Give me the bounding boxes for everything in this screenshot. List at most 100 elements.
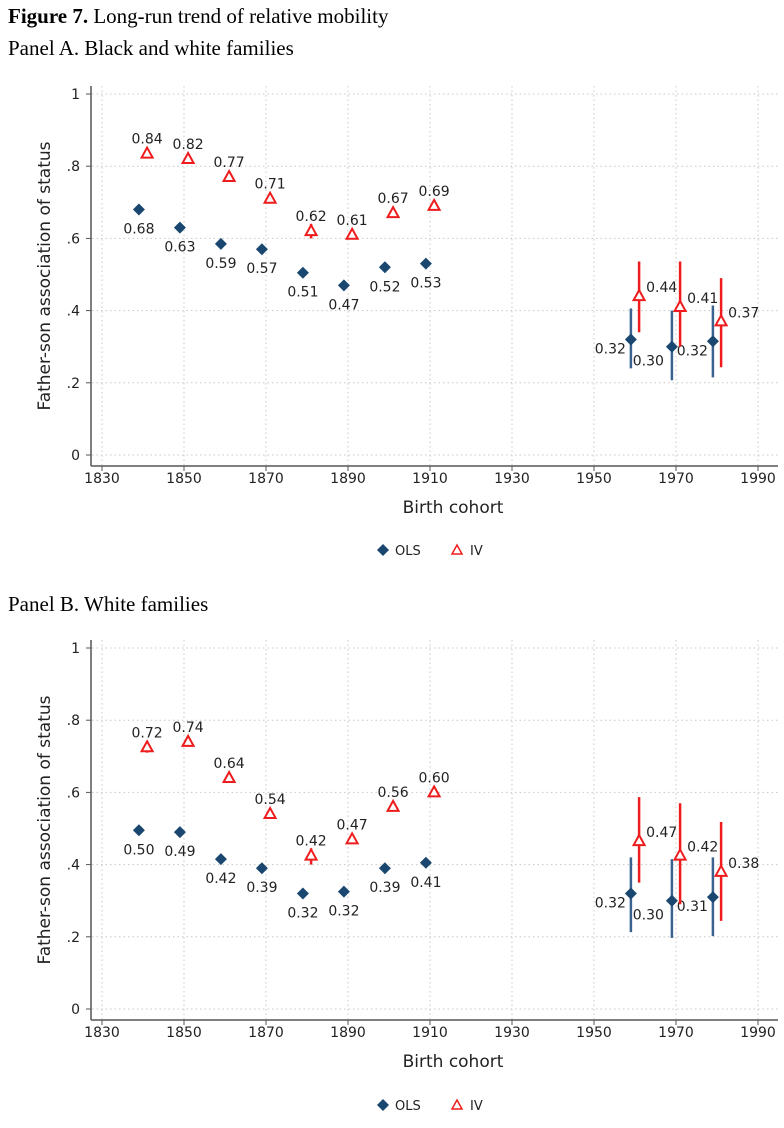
figure-title: Figure 7. Long-run trend of relative mob… [8,4,388,29]
y-tick-label: .8 [67,159,80,175]
x-tick-label: 1990 [740,1025,776,1041]
iv-data-label: 0.38 [728,856,759,872]
ols-data-label: 0.39 [246,880,277,896]
iv-data-label: 0.69 [419,184,450,200]
ols-point-diamond [296,266,309,279]
iv-data-label: 0.42 [687,840,718,856]
iv-point-triangle [180,150,196,164]
x-tick-label: 1830 [84,1025,120,1041]
iv-point-triangle [221,769,237,783]
x-tick-label: 1830 [84,471,120,487]
legend: OLS IV [377,543,483,559]
iv-data-label: 0.47 [646,825,677,841]
iv-point-triangle [426,197,442,211]
iv-point-triangle [303,223,319,237]
x-tick-label: 1850 [166,1025,202,1041]
ols-point-diamond [214,237,227,250]
iv-data-label: 0.61 [337,213,368,229]
ols-data-label: 0.32 [328,904,359,920]
iv-data-label: 0.37 [728,305,759,321]
iv-data-label: 0.44 [646,280,677,296]
iv-point-triangle [713,863,729,877]
ols-data-label: 0.51 [287,285,318,301]
iv-data-label: 0.41 [687,291,718,307]
ols-point-diamond [337,279,350,292]
ols-data-label: 0.32 [595,341,626,357]
iv-point-triangle [426,784,442,798]
iv-data-label: 0.71 [255,177,286,193]
iv-point-triangle [139,739,155,753]
ols-data-label: 0.53 [410,276,441,292]
ols-point-diamond [665,340,678,353]
ols-point-diamond [624,333,637,346]
iv-point-triangle [713,313,729,327]
ols-data-label: 0.31 [677,899,708,915]
iv-point-triangle [344,226,360,240]
x-tick-label: 1910 [412,471,448,487]
iv-point-triangle [672,847,688,861]
y-tick-label: 1 [71,87,80,103]
y-tick-label: .4 [67,304,80,320]
iv-point-triangle [672,298,688,312]
iv-point-triangle [385,798,401,812]
ols-point-diamond [173,221,186,234]
iv-point-triangle [631,288,647,302]
iv-point-triangle [385,205,401,219]
legend-iv-triangle-icon [450,1098,464,1110]
iv-point-triangle [262,190,278,204]
ols-point-diamond [624,887,637,900]
x-tick-label: 1870 [248,1025,284,1041]
legend-iv-triangle-icon [450,543,464,555]
iv-data-label: 0.62 [296,209,327,225]
iv-data-label: 0.47 [337,817,368,833]
figure-title-text: Long-run trend of relative mobility [88,4,389,28]
ols-point-diamond [665,894,678,907]
ols-data-label: 0.42 [205,871,236,887]
ols-data-label: 0.50 [123,842,154,858]
iv-data-label: 0.72 [132,725,163,741]
iv-point-triangle [631,833,647,847]
ols-data-label: 0.41 [410,875,441,891]
ols-data-label: 0.30 [633,354,664,370]
figure-label: Figure 7. [8,4,89,28]
iv-data-label: 0.74 [173,720,204,736]
x-tick-label: 1990 [740,471,776,487]
y-tick-label: 0 [71,448,80,464]
ols-point-diamond [132,824,145,837]
panel-a-title: Panel A. Black and white families [8,36,294,60]
legend: OLS IV [377,1098,483,1114]
x-tick-label: 1930 [494,1025,530,1041]
panel-b-plot: 0 .2 .4 .6 .8 1 1830 1850 1870 1890 1910 1930 1950 19… [35,640,778,1114]
ols-data-label: 0.68 [123,222,154,238]
iv-data-label: 0.60 [419,770,450,786]
y-tick-label: .2 [67,930,80,946]
iv-data-label: 0.64 [214,756,245,772]
x-tick-label: 1970 [658,1025,694,1041]
ols-point-diamond [296,887,309,900]
ols-data-label: 0.32 [595,895,626,911]
ols-data-label: 0.30 [633,908,664,924]
legend-ols-diamond-icon [377,1099,389,1111]
panel-b-title: Panel B. White families [8,592,209,616]
ols-point-diamond [706,891,719,904]
iv-point-triangle [303,847,319,861]
y-tick-label: 1 [71,641,80,657]
y-axis-title: Father-son association of status [35,695,55,964]
iv-point-triangle [262,805,278,820]
iv-data-label: 0.54 [255,792,286,808]
iv-point-triangle [139,145,155,159]
x-axis-title: Birth cohort [403,1052,504,1072]
x-tick-label: 1950 [576,1025,612,1041]
iv-data-label: 0.84 [132,132,163,148]
x-tick-label: 1950 [576,471,612,487]
x-tick-label: 1890 [330,471,366,487]
legend-iv-label: IV [470,1099,483,1114]
y-axis-title: Father-son association of status [35,141,55,410]
ols-point-diamond [255,243,268,256]
iv-data-label: 0.56 [378,785,409,801]
ols-point-diamond [378,261,391,274]
iv-data-label: 0.42 [296,834,327,850]
y-tick-label: .8 [67,713,80,729]
x-tick-label: 1930 [494,471,530,487]
ols-data-label: 0.39 [369,880,400,896]
